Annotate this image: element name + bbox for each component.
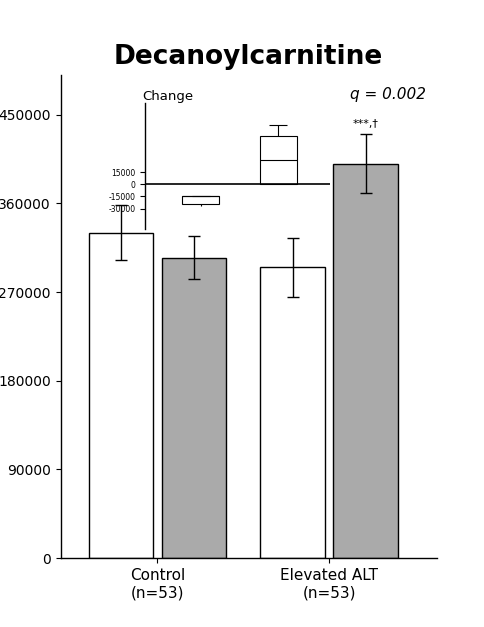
Bar [161,258,226,558]
Text: ***,†: ***,† [352,119,378,129]
Text: Change: Change [141,90,193,103]
Text: q = 0.002: q = 0.002 [349,87,425,102]
Bar [182,196,219,204]
Title: Decanoylcarnitine: Decanoylcarnitine [114,44,382,70]
Bar [259,136,296,184]
Bar [333,164,397,558]
Bar [260,267,324,558]
Bar [89,233,152,558]
